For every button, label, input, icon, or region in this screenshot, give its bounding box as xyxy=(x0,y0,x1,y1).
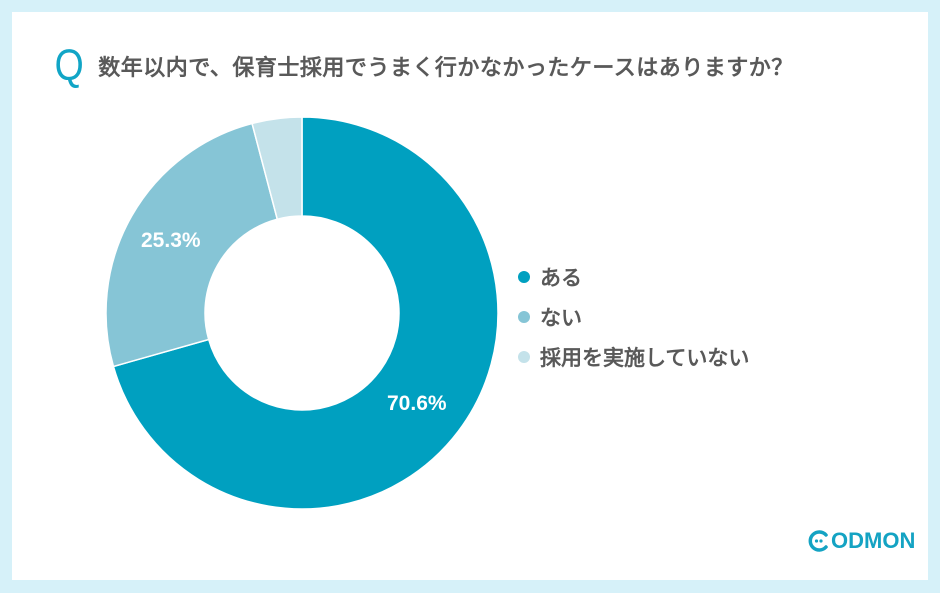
legend-label: ない xyxy=(540,306,582,330)
legend: ある ない 採用を実施していない xyxy=(518,257,749,377)
q-marker: Q xyxy=(54,41,84,90)
legend-label: 採用を実施していない xyxy=(540,346,750,370)
donut-slice-1 xyxy=(105,122,279,368)
legend-dot-icon xyxy=(518,271,530,283)
logo-text: ODMON xyxy=(831,528,916,553)
question-text: 数年以内で、保育士採用でうまく行かなかったケースはありますか？ xyxy=(98,56,794,81)
legend-dot-icon xyxy=(518,311,530,323)
legend-dot-icon xyxy=(518,351,530,363)
question-header: Q 数年以内で、保育士採用でうまく行かなかったケースはありますか？ xyxy=(52,44,794,88)
legend-item-not-hiring: 採用を実施していない xyxy=(518,337,749,377)
codmon-logo: ODMON xyxy=(808,528,915,554)
donut-slice-2 xyxy=(251,116,303,221)
slice-label-aru: 70.6% xyxy=(387,392,447,415)
slice-label-nai: 25.3% xyxy=(141,229,201,252)
legend-item-aru: ある xyxy=(518,257,749,297)
legend-label: ある xyxy=(540,266,582,290)
legend-item-nai: ない xyxy=(518,297,749,337)
logo-face-icon xyxy=(808,530,830,552)
donut-slice-0 xyxy=(112,116,499,510)
